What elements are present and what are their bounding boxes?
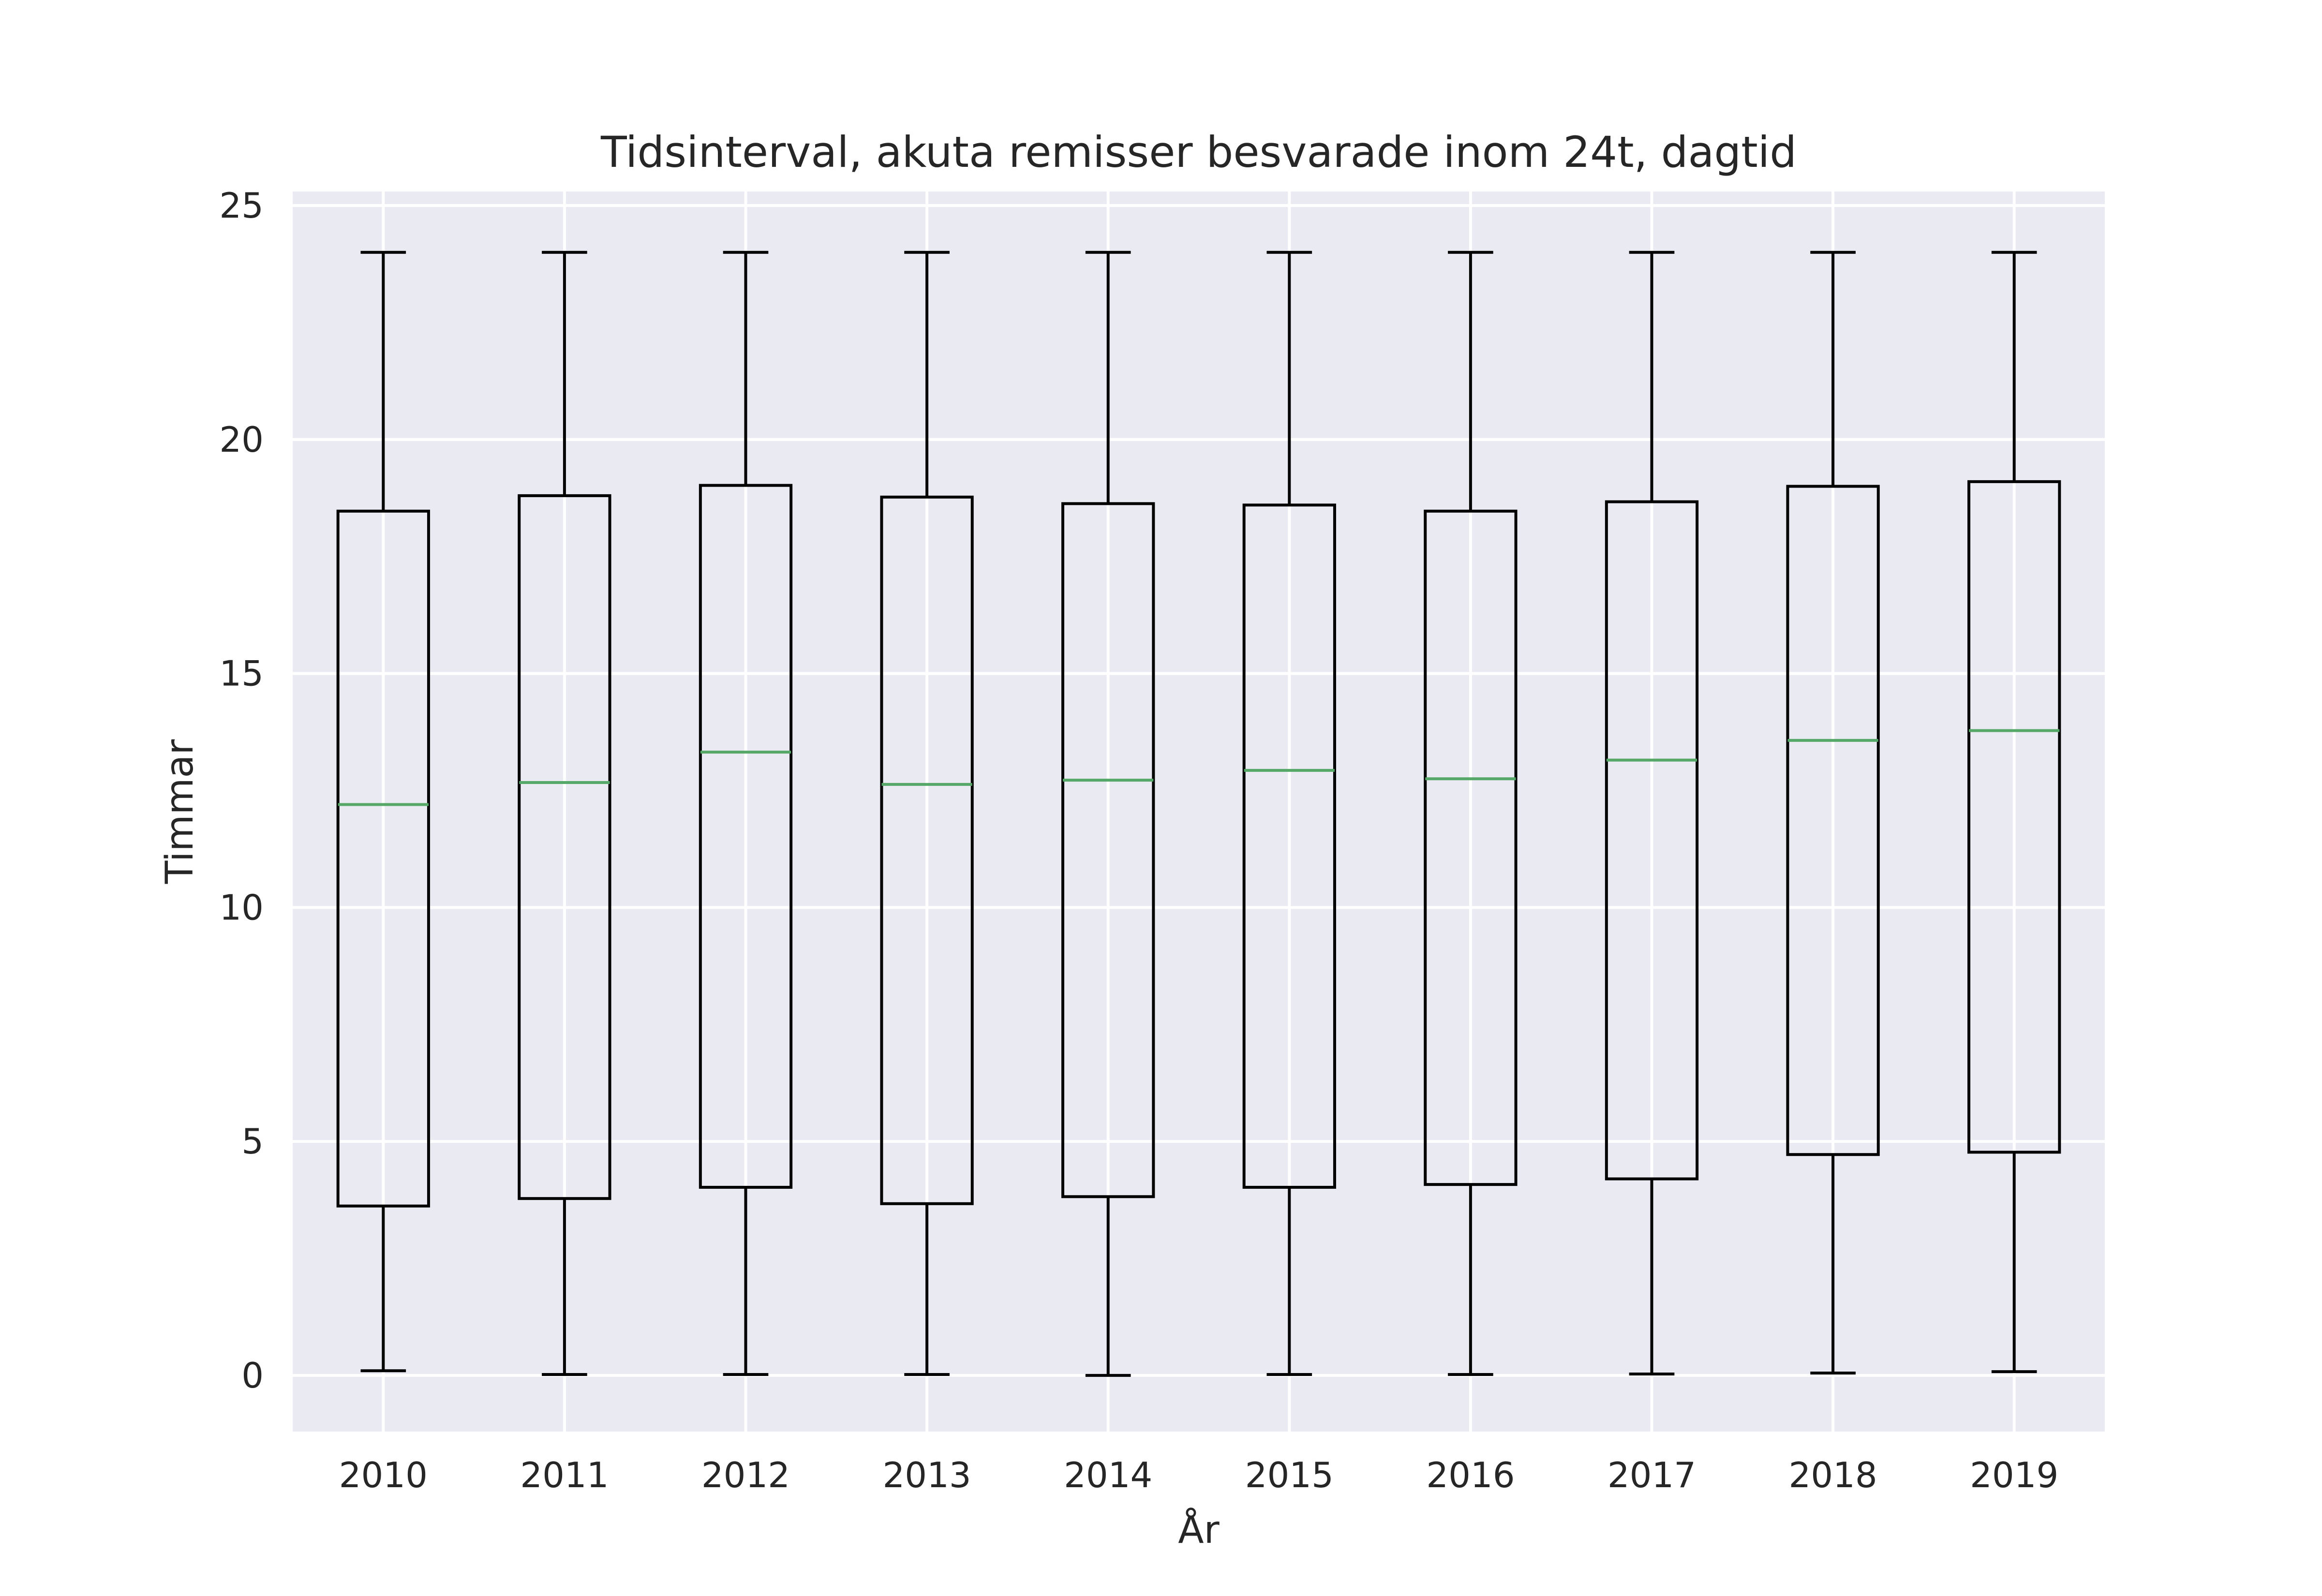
y-tick-labels: 0 5 10 15 20 25: [219, 185, 264, 1396]
box-2018: [1786, 251, 1880, 1375]
box-2017: [1605, 251, 1699, 1375]
x-tick-label: 2010: [339, 1455, 428, 1495]
box-2019: [1967, 251, 2061, 1374]
box-body: [1061, 502, 1155, 1198]
boxes: [336, 251, 2061, 1377]
y-tick-label: 20: [219, 419, 264, 460]
chart-title: Tidsinterval, akuta remisser besvarade i…: [600, 127, 1797, 177]
y-tick-label: 0: [241, 1355, 264, 1396]
x-tick-label: 2017: [1608, 1455, 1696, 1495]
box-body: [699, 484, 793, 1189]
y-tick-label: 25: [219, 185, 264, 226]
box-body: [518, 494, 611, 1200]
box-body: [1786, 485, 1880, 1156]
box-2014: [1061, 251, 1155, 1377]
box-2015: [1242, 251, 1336, 1376]
x-tick-labels: 2010 2011 2012 2013 2014 2015 2016 2017 2018 2019: [339, 1455, 2059, 1495]
box-2012: [699, 251, 793, 1376]
box-2011: [518, 251, 611, 1376]
y-tick-label: 15: [219, 653, 264, 694]
box-body: [1424, 509, 1518, 1186]
x-tick-label: 2014: [1064, 1455, 1152, 1495]
box-2013: [880, 251, 974, 1376]
x-tick-label: 2019: [1970, 1455, 2058, 1495]
box-body: [1242, 503, 1336, 1189]
box-body: [880, 495, 974, 1205]
box-body: [336, 509, 430, 1208]
x-tick-label: 2011: [520, 1455, 609, 1495]
y-axis-label: Timmar: [158, 739, 202, 885]
y-tick-label: 5: [241, 1121, 264, 1162]
box-body: [1605, 500, 1699, 1181]
x-axis-label: År: [1178, 1507, 1220, 1552]
y-tick-label: 10: [219, 887, 264, 928]
x-tick-label: 2015: [1245, 1455, 1334, 1495]
x-tick-label: 2018: [1788, 1455, 1877, 1495]
x-tick-label: 2012: [701, 1455, 790, 1495]
box-body: [1967, 480, 2061, 1154]
box-2016: [1424, 251, 1518, 1376]
x-tick-label: 2016: [1426, 1455, 1515, 1495]
plot-area: [293, 192, 2105, 1432]
box-2010: [336, 251, 430, 1373]
x-tick-label: 2013: [882, 1455, 971, 1495]
